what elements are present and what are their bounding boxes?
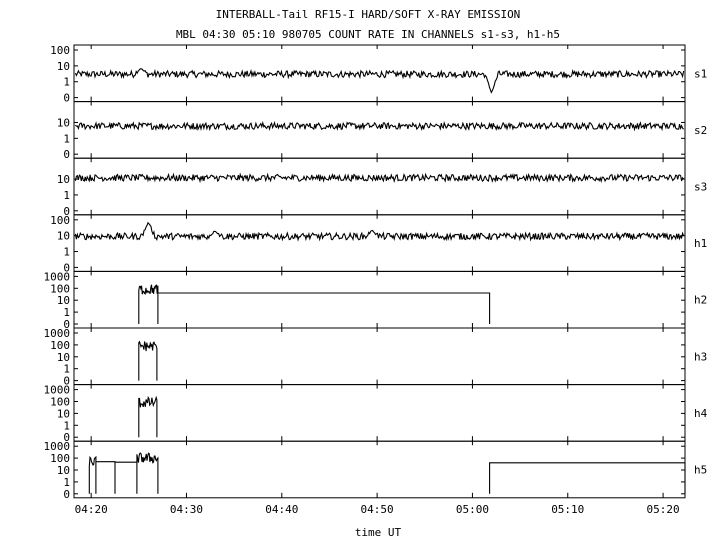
x-tick-label: 04:50	[361, 503, 394, 516]
panel-label: h5	[694, 464, 707, 477]
y-tick-label: 100	[50, 452, 70, 465]
y-tick-label: 10	[57, 407, 70, 420]
panel-frame	[73, 270, 686, 329]
panel-label: h1	[694, 237, 707, 250]
panel-frame	[73, 101, 686, 159]
y-tick-label: 1	[63, 476, 70, 489]
y-tick-label: 1	[63, 76, 70, 89]
series-h3	[138, 340, 158, 381]
y-tick-label: 1000	[44, 270, 71, 283]
panel-label: s3	[694, 181, 707, 194]
x-tick-label: 05:20	[647, 503, 680, 516]
y-tick-label: 10	[57, 294, 70, 307]
y-tick-label: 100	[50, 214, 70, 227]
y-tick-label: 1000	[44, 327, 71, 340]
panel-frame	[73, 157, 686, 216]
y-tick-label: 0	[63, 92, 70, 105]
y-tick-label: 100	[50, 339, 70, 352]
y-tick-label: 1	[63, 132, 70, 145]
y-tick-label: 10	[57, 173, 70, 186]
series-h2	[138, 284, 491, 324]
y-tick-label: 1	[63, 306, 70, 319]
x-tick-label: 04:20	[75, 503, 108, 516]
panel-label: h2	[694, 294, 707, 307]
y-tick-label: 0	[63, 205, 70, 218]
y-tick-label: 0	[63, 488, 70, 501]
y-tick-label: 0	[63, 318, 70, 331]
series-s3	[74, 172, 685, 184]
x-tick-label: 05:00	[456, 503, 489, 516]
chart-subtitle: MBL 04:30 05:10 980705 COUNT RATE IN CHA…	[176, 28, 560, 41]
series-h4	[138, 395, 158, 438]
y-tick-label: 100	[50, 282, 70, 295]
panels-group: 1001010s11010s21010s31001010h11000100101…	[44, 44, 708, 501]
y-tick-label: 0	[63, 375, 70, 388]
y-tick-label: 1	[63, 419, 70, 432]
y-tick-label: 0	[63, 148, 70, 161]
x-axis: 04:20 04:30 04:40 04:50 05:00 05:10 05:20	[75, 45, 680, 516]
panel-frame	[73, 327, 686, 386]
x-axis-label: time UT	[355, 526, 402, 539]
y-tick-label: 1	[63, 363, 70, 376]
y-tick-label: 1	[63, 189, 70, 202]
y-tick-label: 1000	[44, 440, 71, 453]
y-tick-label: 1	[63, 246, 70, 259]
panel-label: s2	[694, 124, 707, 137]
y-tick-label: 10	[57, 60, 70, 73]
y-tick-label: 100	[50, 44, 70, 57]
y-tick-label: 100	[50, 396, 70, 409]
panel-label: h3	[694, 350, 707, 363]
series-h1	[74, 221, 685, 242]
panel-frame	[73, 384, 686, 442]
x-tick-label: 05:10	[551, 503, 584, 516]
panel-frame	[73, 214, 686, 272]
series-s2	[74, 120, 684, 132]
panel-label: s1	[694, 67, 707, 80]
y-tick-label: 0	[63, 431, 70, 444]
series-s1	[74, 68, 685, 94]
y-tick-label: 0	[63, 261, 70, 274]
y-tick-label: 10	[57, 351, 70, 364]
series-h5	[88, 452, 686, 494]
chart-title: INTERBALL-Tail RF15-I HARD/SOFT X-RAY EM…	[216, 8, 521, 21]
y-tick-label: 10	[57, 464, 70, 477]
y-tick-label: 10	[57, 116, 70, 129]
y-tick-label: 1000	[44, 384, 71, 397]
panel-frame	[73, 440, 686, 499]
panel-label: h4	[694, 407, 708, 420]
x-tick-label: 04:30	[170, 503, 203, 516]
x-tick-label: 04:40	[265, 503, 298, 516]
y-tick-label: 10	[57, 230, 70, 243]
